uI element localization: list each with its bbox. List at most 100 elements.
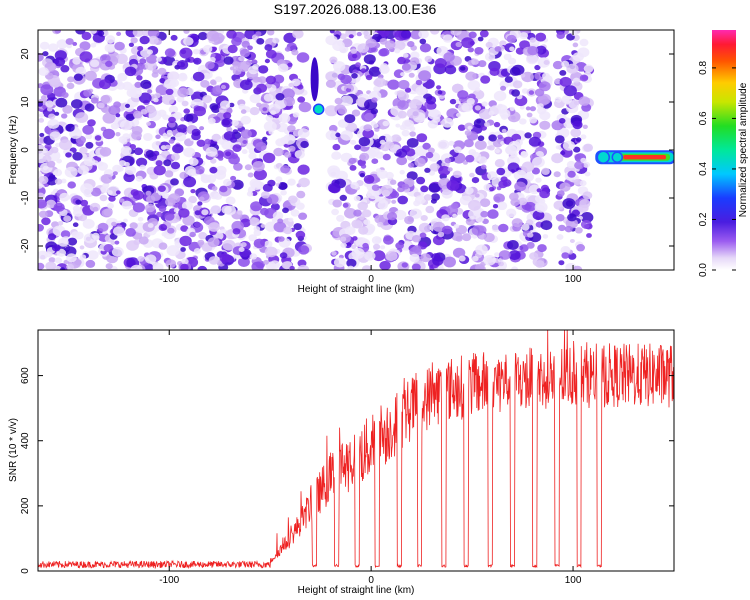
spectrogram-cell: [297, 264, 310, 270]
spectrogram-cell: [177, 87, 190, 98]
spectrogram-cell: [206, 30, 220, 42]
spectrogram-cell: [555, 145, 561, 150]
spectrogram-cell: [272, 211, 284, 221]
spectrogram-cell: [263, 121, 277, 132]
spectrogram-cell: [351, 247, 365, 259]
spectrogram-cell: [532, 156, 545, 168]
spectrogram-cell: [42, 155, 52, 163]
spectrogram-cell: [183, 113, 194, 122]
spectrogram-cell: [269, 260, 281, 270]
spectrogram-cell: [275, 176, 283, 183]
spectrogram-cell: [227, 44, 238, 54]
y-tick-label: 400: [20, 432, 31, 449]
spectrogram-cell: [219, 253, 231, 263]
spectrogram-cell: [520, 151, 529, 158]
spectrogram-cell: [211, 46, 218, 52]
spectrogram-cell: [66, 263, 74, 270]
spectrogram-cell: [394, 48, 401, 54]
spectrogram-cell: [51, 244, 61, 252]
spectrogram-cell: [456, 112, 462, 118]
spectrogram-cell: [73, 208, 83, 217]
spectrogram-cell: [38, 199, 47, 209]
spectrogram-cell: [351, 219, 363, 229]
spectrogram-cell: [211, 133, 221, 142]
spectrogram-cell: [552, 60, 563, 70]
spectrogram-cell: [512, 80, 523, 89]
spectrogram-cell: [201, 209, 209, 216]
spectrogram-cell: [237, 210, 243, 215]
spectrogram-cell: [507, 162, 520, 173]
spectrogram-cell: [539, 120, 551, 130]
spectrogram-cell: [140, 109, 148, 115]
spectrogram-cell: [248, 148, 256, 155]
spectrogram-cell: [163, 159, 172, 167]
spectrogram-cell: [428, 183, 441, 193]
spectrogram-cell: [251, 59, 258, 65]
spectrogram-cell: [229, 66, 235, 71]
spectrogram-cell: [380, 63, 389, 71]
spectrogram-cell: [187, 169, 197, 177]
spectrogram-cell: [363, 124, 373, 132]
spectrogram-cell: [566, 63, 579, 74]
x-tick-label: -100: [159, 575, 179, 586]
spectrogram-cell: [132, 202, 145, 213]
spectrogram-cell: [80, 183, 94, 195]
spectrogram-cell: [440, 120, 446, 125]
spectrogram-cell: [413, 200, 421, 207]
spectrogram-cell: [375, 151, 384, 159]
spectrogram-cell: [420, 253, 431, 263]
spectrogram-cell: [401, 129, 410, 137]
spectrogram-cell: [334, 97, 343, 105]
spectrogram-cell: [281, 88, 295, 100]
spectrogram-cell: [179, 47, 193, 59]
spectrogram-cell: [155, 134, 161, 140]
spectrogram-cell: [525, 106, 531, 111]
spectrogram-cell: [249, 107, 260, 116]
spectrogram-cell: [477, 36, 484, 42]
spectrogram-cell: [135, 175, 143, 182]
spectrogram-cell: [202, 95, 213, 104]
spectrogram-cell: [350, 139, 357, 145]
spectrogram-cell: [105, 35, 116, 44]
spectrogram-cell: [418, 30, 429, 39]
spectrogram-cell: [274, 98, 287, 109]
spectrogram-cell: [583, 143, 593, 152]
spectrogram-cell: [148, 35, 159, 45]
spectrogram-cell: [506, 208, 517, 218]
snr-plot-area: [38, 330, 674, 571]
spectrogram-cell: [179, 171, 188, 179]
spectrogram-cell: [554, 79, 561, 85]
spectrogram-cell: [180, 247, 186, 252]
spectrogram-cell: [72, 222, 79, 227]
spectrogram-cell: [84, 103, 95, 112]
spectrogram-cell: [99, 194, 108, 202]
spectrogram-cell: [215, 76, 223, 83]
spectrogram-cell: [297, 96, 306, 103]
spectrogram-cell: [288, 195, 298, 204]
spectrogram-cell: [241, 149, 248, 155]
spectrogram-cell: [140, 48, 151, 58]
spectrogram-cell: [176, 124, 188, 134]
spectrogram-cell: [251, 261, 264, 270]
spectrogram-cell: [71, 99, 83, 109]
spectrogram-cell: [538, 93, 551, 105]
spectrogram-cell: [91, 232, 100, 240]
spectrogram-cell: [295, 230, 306, 239]
spectrogram-cell: [85, 133, 93, 140]
spectrogram-cell: [480, 210, 489, 218]
spectrogram-cell: [474, 105, 481, 111]
spectrogram-cell: [265, 75, 277, 85]
spectrogram-cell: [467, 80, 481, 91]
spectrogram-cell: [220, 84, 226, 90]
spectrogram-cell: [466, 97, 475, 105]
spectrogram-cell: [136, 75, 143, 81]
spectrogram-cell: [226, 30, 237, 39]
spectrogram-cell: [63, 215, 72, 222]
spectrogram-cell: [145, 190, 152, 196]
spectrogram-cell: [471, 177, 480, 184]
spectrogram-cell: [246, 191, 254, 197]
spectrogram-cell: [59, 192, 70, 202]
spectrogram-cell: [66, 253, 77, 263]
spectrogram-cell: [488, 134, 498, 142]
